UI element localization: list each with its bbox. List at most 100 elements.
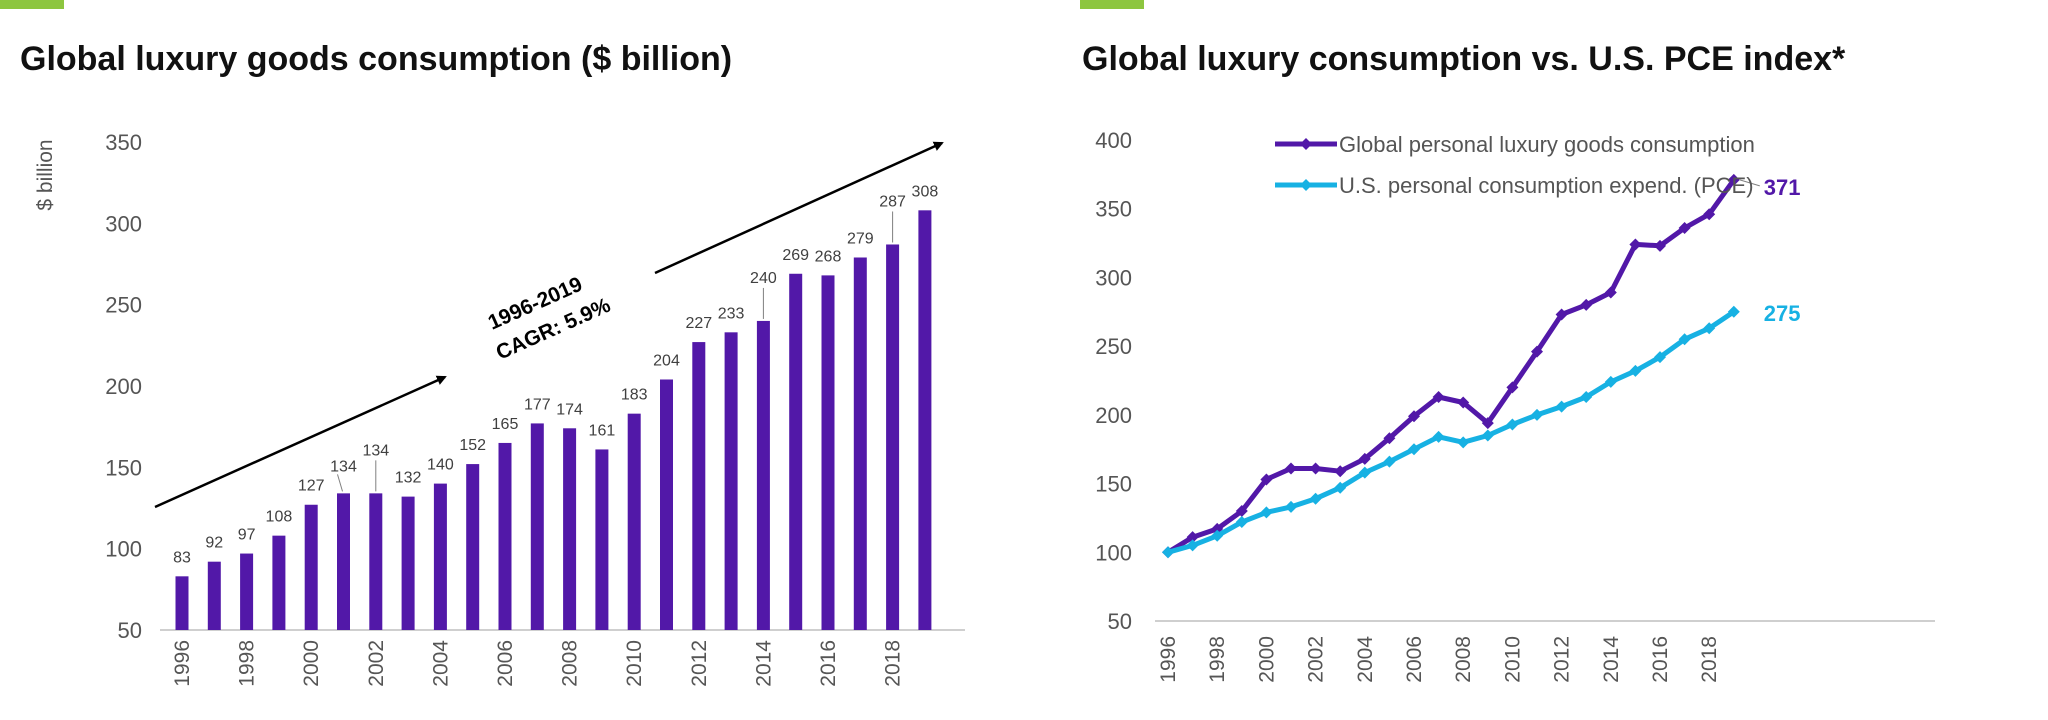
- pce-series-point: [1531, 408, 1543, 421]
- pce-series-point: [1604, 375, 1617, 388]
- pce-series-point: [1481, 429, 1494, 442]
- bar: [918, 210, 932, 630]
- bar-value-label: 152: [459, 437, 486, 454]
- pce-series-point: [1334, 481, 1347, 494]
- x-tick-label: 2004: [1354, 636, 1377, 683]
- bar-value-label: 287: [879, 193, 906, 210]
- x-tick-label: 1996: [171, 640, 194, 687]
- y-tick-label: 250: [1095, 334, 1132, 359]
- luxury-series-point: [1186, 531, 1199, 544]
- bar: [175, 576, 189, 630]
- x-tick-label: 2018: [882, 640, 905, 687]
- y-tick-label: 100: [105, 537, 142, 562]
- y-tick-label: 300: [1095, 265, 1132, 290]
- x-tick-label: 2006: [494, 640, 517, 687]
- luxury-series-point: [1457, 396, 1470, 409]
- x-tick-label: 2006: [1403, 636, 1426, 683]
- pce-series-point: [1358, 466, 1371, 479]
- pce-series-point: [1703, 322, 1716, 335]
- x-tick-label: 2002: [1305, 636, 1328, 683]
- bar-value-label: 165: [492, 416, 519, 433]
- bar: [660, 379, 673, 630]
- x-tick-label: 1996: [1157, 636, 1180, 683]
- bar: [692, 342, 706, 630]
- x-tick-label: 2010: [623, 640, 646, 687]
- bar-chart: $ billion 50 100 150 200 250 300 350 83 92 97 108 12…: [34, 130, 965, 687]
- pce-series-point: [1383, 455, 1396, 468]
- bar: [401, 496, 415, 630]
- x-tick-label: 2008: [559, 640, 582, 687]
- pce-series-point: [1629, 364, 1642, 377]
- pce-series-point: [1654, 351, 1666, 364]
- bar: [498, 442, 512, 630]
- right-chart-title: Global luxury consumption vs. U.S. PCE i…: [1082, 40, 1846, 78]
- bar-value-label: 132: [395, 470, 422, 487]
- left-chart-title: Global luxury goods consumption ($ billi…: [20, 40, 733, 78]
- bar: [207, 561, 221, 630]
- bar: [886, 244, 900, 631]
- y-tick-label: 350: [105, 130, 142, 155]
- line-chart: 50 100 150 200 250 300 350 400 1996 1998 2000 2002 2…: [1095, 128, 1935, 683]
- luxury-series-point: [1432, 390, 1445, 403]
- pce-series-point: [1235, 516, 1248, 529]
- bar: [466, 464, 480, 630]
- y-tick-label: 300: [105, 211, 142, 236]
- pce-series-point: [1555, 400, 1568, 413]
- pce-series-point: [1260, 506, 1273, 519]
- y-tick-label: 50: [118, 618, 142, 643]
- legend-swatch-marker: [1300, 179, 1312, 191]
- bar: [595, 449, 609, 630]
- y-tick-label: 200: [1095, 403, 1132, 428]
- bar-value-label: 140: [427, 457, 454, 474]
- x-tick-label: 1998: [236, 640, 259, 687]
- legend-label: Global personal luxury goods consumption: [1339, 132, 1755, 157]
- x-tick-label: 2016: [1649, 636, 1672, 683]
- bar-value-label: 183: [621, 387, 648, 404]
- bar-value-label: 108: [266, 509, 293, 526]
- x-tick-label: 2012: [1551, 636, 1574, 683]
- y-tick-label: 50: [1108, 609, 1132, 634]
- x-tick-label: 2016: [817, 640, 840, 687]
- luxury-series-point: [1727, 173, 1740, 186]
- pce-series-point: [1457, 436, 1470, 449]
- x-tick-label: 2000: [1255, 636, 1278, 683]
- leader-line: [337, 474, 343, 492]
- luxury-series-point: [1383, 432, 1396, 445]
- bar: [627, 413, 641, 630]
- bar-value-label: 83: [173, 549, 191, 566]
- pce-series-end-label: 275: [1764, 301, 1801, 326]
- y-tick-label: 100: [1095, 540, 1132, 565]
- pce-series-line: [1167, 309, 1736, 555]
- luxury-series-point: [1580, 298, 1593, 311]
- luxury-series-point: [1703, 208, 1716, 221]
- y-tick-label: 250: [105, 293, 142, 318]
- y-tick-label: 150: [105, 455, 142, 480]
- bar: [369, 493, 383, 630]
- x-tick-label: 2010: [1501, 636, 1524, 683]
- y-tick-label: 200: [105, 374, 142, 399]
- bar: [240, 553, 254, 630]
- bar: [756, 320, 770, 630]
- bar: [530, 423, 544, 630]
- x-tick-label: 1998: [1206, 636, 1229, 683]
- pce-series-point: [1432, 430, 1445, 443]
- bar-value-label: 279: [847, 230, 874, 247]
- luxury-series-point: [1358, 452, 1371, 465]
- pce-series-point: [1506, 418, 1519, 431]
- bar-value-label: 204: [653, 352, 680, 369]
- bar-value-label: 240: [750, 270, 777, 287]
- luxury-series-point: [1604, 286, 1617, 299]
- x-tick-label: 2004: [429, 640, 452, 687]
- bar: [821, 275, 835, 630]
- luxury-series-point: [1285, 462, 1297, 475]
- pce-series-point: [1727, 305, 1740, 318]
- luxury-series-point: [1334, 465, 1347, 478]
- bar: [789, 273, 803, 630]
- luxury-series-point: [1235, 505, 1248, 518]
- bar: [724, 332, 738, 630]
- x-tick-label: 2000: [300, 640, 323, 687]
- y-tick-label: 150: [1095, 472, 1132, 497]
- x-tick-label: 2018: [1698, 636, 1721, 683]
- luxury-series-point: [1481, 417, 1494, 430]
- luxury-series-point: [1506, 381, 1519, 394]
